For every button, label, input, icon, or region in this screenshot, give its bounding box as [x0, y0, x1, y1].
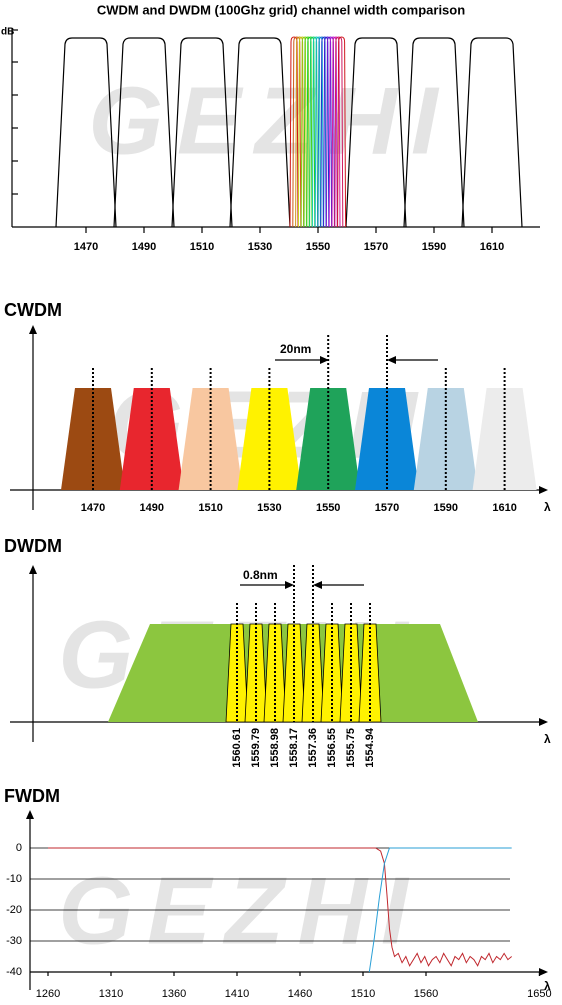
- x-tick-label: 1490: [140, 502, 164, 514]
- x-tick-label: 1590: [434, 502, 458, 514]
- channel-label: 1558.17: [288, 728, 300, 768]
- cwdm-filter: [461, 37, 523, 228]
- spacing-label: 20nm: [280, 342, 311, 356]
- panel-title: DWDM: [4, 536, 62, 556]
- arrow-head: [387, 356, 396, 364]
- x-tick-label: 1510: [351, 988, 375, 1000]
- x-tick-label: 1610: [492, 502, 516, 514]
- arrow-head: [539, 718, 548, 726]
- x-tick-label: 1570: [364, 241, 388, 253]
- cwdm-filter: [113, 37, 175, 228]
- x-tick-label: 1510: [190, 241, 214, 253]
- x-tick-label: 1490: [132, 241, 156, 253]
- cwdm-filter: [403, 37, 465, 228]
- channel-label: 1554.94: [364, 727, 376, 768]
- cwdm-filter: [229, 37, 291, 228]
- cwdm-filter: [345, 37, 407, 228]
- x-tick-label: 1530: [248, 241, 272, 253]
- channel-label: 1558.98: [269, 728, 281, 768]
- x-tick-label: 1360: [162, 988, 186, 1000]
- cwdm-filter: [55, 37, 117, 228]
- y-tick-label: -20: [6, 904, 22, 916]
- channel-band: [119, 388, 184, 490]
- arrow-head: [320, 356, 329, 364]
- x-tick-label: 1530: [257, 502, 281, 514]
- cwdm-filter: [171, 37, 233, 228]
- arrow-head: [539, 968, 548, 976]
- channel-label: 1557.36: [307, 728, 319, 768]
- x-tick-label: 1550: [306, 241, 330, 253]
- y-axis-label: dB: [1, 27, 14, 38]
- channel-label: 1556.55: [326, 728, 338, 768]
- panel-title: CWDM: [4, 300, 62, 320]
- arrow-head: [29, 565, 37, 574]
- watermark: GEZHI: [58, 857, 421, 964]
- panel-title: FWDM: [4, 786, 60, 806]
- series-line: [48, 847, 512, 967]
- y-tick-label: -40: [6, 966, 22, 978]
- channel-label: 1560.61: [231, 728, 243, 768]
- arrow-head: [539, 486, 548, 494]
- x-tick-label: 1460: [288, 988, 312, 1000]
- x-tick-label: 1610: [480, 241, 504, 253]
- channel-band: [61, 388, 125, 490]
- x-tick-label: 1650: [527, 988, 551, 1000]
- x-tick-label: 1410: [225, 988, 249, 1000]
- x-tick-label: 1310: [99, 988, 123, 1000]
- channel-label: 1559.79: [250, 728, 262, 768]
- axis-label: λ: [544, 732, 551, 746]
- x-tick-label: 1590: [422, 241, 446, 253]
- arrow-head: [313, 581, 322, 589]
- dwdm-filter: [337, 36, 347, 228]
- watermark: GEZHI: [88, 67, 451, 174]
- arrow-head: [285, 581, 294, 589]
- arrow-head: [26, 810, 34, 819]
- x-tick-label: 1550: [316, 502, 340, 514]
- channel-band: [472, 388, 537, 490]
- channel-label: 1555.75: [345, 728, 357, 768]
- x-tick-label: 1470: [81, 502, 105, 514]
- x-tick-label: 1510: [198, 502, 222, 514]
- channel-band: [413, 388, 478, 490]
- y-tick-label: -10: [6, 873, 22, 885]
- spacing-label: 0.8nm: [243, 568, 278, 582]
- y-tick-label: 0: [16, 842, 22, 854]
- x-tick-label: 1470: [74, 241, 98, 253]
- axis-label: λ: [544, 979, 551, 993]
- series-line: [368, 847, 512, 973]
- channel-band: [178, 388, 243, 490]
- x-tick-label: 1260: [36, 988, 60, 1000]
- y-tick-label: -30: [6, 935, 22, 947]
- axis-label: λ: [544, 500, 551, 514]
- x-tick-label: 1570: [375, 502, 399, 514]
- dwdm-filter: [334, 36, 344, 228]
- arrow-head: [29, 325, 37, 334]
- x-tick-label: 1560: [414, 988, 438, 1000]
- channel-band: [237, 388, 302, 490]
- panel-title: CWDM and DWDM (100Ghz grid) channel widt…: [97, 2, 465, 17]
